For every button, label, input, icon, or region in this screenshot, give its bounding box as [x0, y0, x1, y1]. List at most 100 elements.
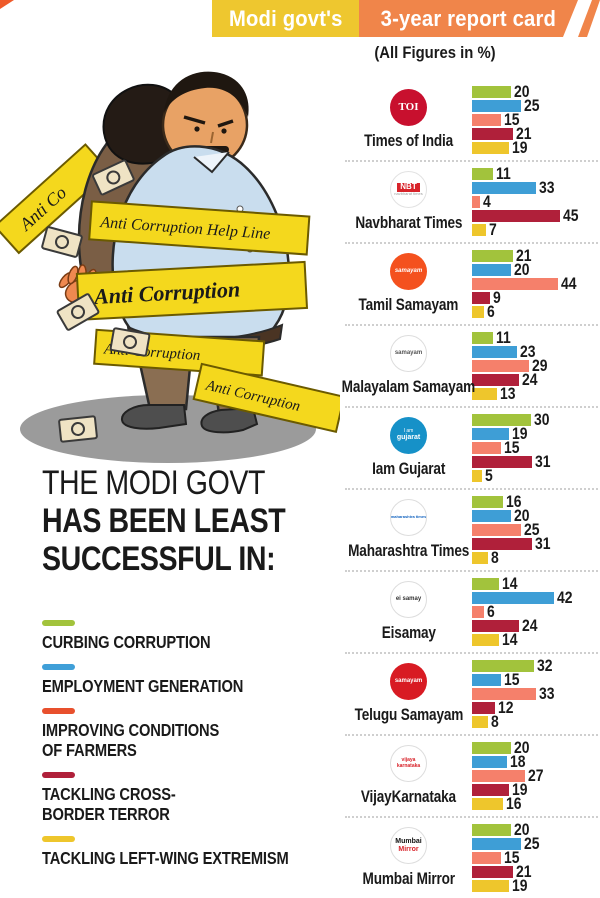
bar-curbing-corruption — [472, 250, 513, 262]
bar-line-tackling-left-wing-extremism: 6 — [472, 302, 598, 321]
legend-swatch-yellow — [42, 836, 75, 842]
banner-title-part2: 3-year report card — [380, 5, 557, 31]
bar-value: 27 — [527, 766, 544, 785]
bar-value: 4 — [482, 192, 491, 211]
bar-tackling-left-wing-extremism — [472, 224, 486, 236]
bar-value: 8 — [490, 548, 499, 567]
publication-name: Malayalam Samayam — [341, 377, 476, 396]
bar-line-improving-conditions-of-farmers: 33 — [472, 684, 598, 703]
bar-value: 44 — [560, 274, 577, 293]
publication-name: Maharashtra Times — [348, 541, 469, 560]
bar-curbing-corruption — [472, 660, 535, 672]
publication-logo-times-of-india: TOI — [390, 89, 427, 126]
bar-line-employment-generation: 25 — [472, 835, 598, 852]
legend-label: IMPROVING CONDITIONS OF FARMERS — [42, 720, 220, 760]
logo-text: TOI — [398, 101, 419, 114]
bar-line-employment-generation: 33 — [472, 179, 598, 196]
bar-tackling-cross-border-terror — [472, 538, 533, 550]
bar-line-improving-conditions-of-farmers: 27 — [472, 766, 598, 785]
legend-swatch-blue — [42, 664, 75, 670]
bar-tackling-cross-border-terror — [472, 292, 490, 304]
bar-line-tackling-cross-border-terror: 31 — [472, 452, 598, 471]
money-notes — [41, 159, 151, 443]
publication-name: VijayKarnataka — [360, 787, 457, 806]
publication-label-tamil-samayam: samayam Tamil Samayam — [345, 253, 472, 315]
legend-label: TACKLING LEFT-WING EXTREMISM — [42, 848, 289, 868]
chart-row-eisamay: ei samay Eisamay 14 42 6 24 14 — [345, 572, 598, 654]
bar-employment-generation — [472, 674, 502, 686]
bar-value: 45 — [562, 206, 579, 225]
bar-employment-generation — [472, 592, 554, 604]
publication-bars: 11 33 4 45 7 — [472, 164, 598, 238]
logo-text: vijaya — [401, 756, 416, 763]
corner-accent-triangle — [0, 0, 14, 9]
bar-value: 12 — [498, 698, 514, 717]
chart-row-vijaykarnataka: vijaya karnataka VijayKarnataka 20 18 27 19 16 — [345, 736, 598, 818]
bar-line-tackling-cross-border-terror: 24 — [472, 370, 598, 389]
banner-yellow-segment: Modi govt's — [212, 0, 359, 37]
bar-employment-generation — [472, 182, 537, 194]
bar-line-curbing-corruption: 20 — [472, 738, 598, 757]
bar-curbing-corruption — [472, 414, 531, 426]
bar-value: 20 — [514, 820, 530, 839]
bar-value: 11 — [496, 164, 512, 183]
bar-line-employment-generation: 25 — [472, 97, 598, 114]
bar-value: 15 — [504, 438, 520, 457]
bar-line-curbing-corruption: 11 — [472, 329, 598, 346]
chart-row-telugu-samayam: samayam Telugu Samayam 32 15 33 12 8 — [345, 654, 598, 736]
bar-value: 19 — [512, 780, 528, 799]
bar-line-tackling-cross-border-terror: 21 — [472, 863, 598, 880]
publication-logo-telugu-samayam: samayam — [390, 663, 427, 700]
bar-value: 33 — [539, 684, 555, 703]
banner-title-part1: Modi govt's — [228, 5, 343, 31]
bar-improving-conditions-of-farmers — [472, 770, 525, 782]
legend-swatch-orange — [42, 708, 75, 714]
bar-value: 15 — [504, 670, 520, 689]
bar-line-curbing-corruption: 32 — [472, 657, 598, 674]
bar-value: 30 — [533, 410, 550, 429]
ribbon-chest: Anti Corruption Help Line — [88, 200, 311, 256]
bar-tackling-cross-border-terror — [472, 784, 510, 796]
ribbon-belly: Anti Corruption — [75, 260, 309, 321]
bar-curbing-corruption — [472, 168, 494, 180]
legend-label: EMPLOYMENT GENERATION — [42, 676, 244, 696]
legend-label: TACKLING CROSS- BORDER TERROR — [42, 784, 176, 824]
publication-name: Eisamay — [381, 623, 436, 642]
bar-tackling-left-wing-extremism — [472, 552, 488, 564]
shoe — [121, 404, 188, 430]
bar-line-improving-conditions-of-farmers: 44 — [472, 274, 598, 293]
bar-line-tackling-left-wing-extremism: 19 — [472, 139, 598, 156]
legend: CURBING CORRUPTION EMPLOYMENT GENERATION… — [42, 620, 342, 880]
bar-curbing-corruption — [472, 496, 504, 508]
bar-value: 24 — [521, 370, 538, 389]
bar-line-improving-conditions-of-farmers: 15 — [472, 849, 598, 866]
logo-text: Mumbai — [395, 837, 422, 845]
publication-bars: 21 20 44 9 6 — [472, 247, 598, 321]
bar-tackling-left-wing-extremism — [472, 470, 482, 482]
report-card-chart: TOI Times of India 20 25 15 21 19 NBT navbharat … — [341, 80, 598, 898]
bar-curbing-corruption — [472, 578, 500, 590]
bar-line-tackling-cross-border-terror: 24 — [472, 617, 598, 634]
publication-logo-vijaykarnataka: vijaya karnataka — [390, 745, 427, 782]
bar-value: 16 — [506, 492, 522, 511]
chart-row-mumbai-mirror: Mumbai Mirror Mumbai Mirror 20 25 15 21 19 — [345, 818, 598, 898]
logo-text: ei samay — [395, 596, 422, 603]
legend-item-extremism: TACKLING LEFT-WING EXTREMISM — [42, 836, 342, 868]
bar-value: 5 — [484, 466, 493, 485]
chart-row-maharashtra-times: maharashtra times Maharashtra Times 16 20 25… — [345, 490, 598, 572]
bar-value: 42 — [556, 588, 573, 607]
legend-item-terror: TACKLING CROSS- BORDER TERROR — [42, 772, 342, 824]
logo-text: navbharat times — [394, 190, 423, 196]
bar-improving-conditions-of-farmers — [472, 278, 558, 290]
bar-value: 31 — [535, 452, 551, 471]
headline-line2: HAS BEEN LEAST — [42, 502, 286, 540]
bar-value: 20 — [514, 738, 530, 757]
bar-value: 18 — [510, 752, 526, 771]
logo-text: maharashtra times — [390, 514, 427, 520]
bar-improving-conditions-of-farmers — [472, 524, 521, 536]
publication-label-navbharat-times: NBT navbharat times Navbharat Times — [345, 171, 472, 233]
bar-value: 6 — [486, 302, 495, 321]
bar-employment-generation — [472, 346, 517, 358]
publication-name: Times of India — [364, 131, 453, 150]
bar-tackling-left-wing-extremism — [472, 634, 500, 646]
